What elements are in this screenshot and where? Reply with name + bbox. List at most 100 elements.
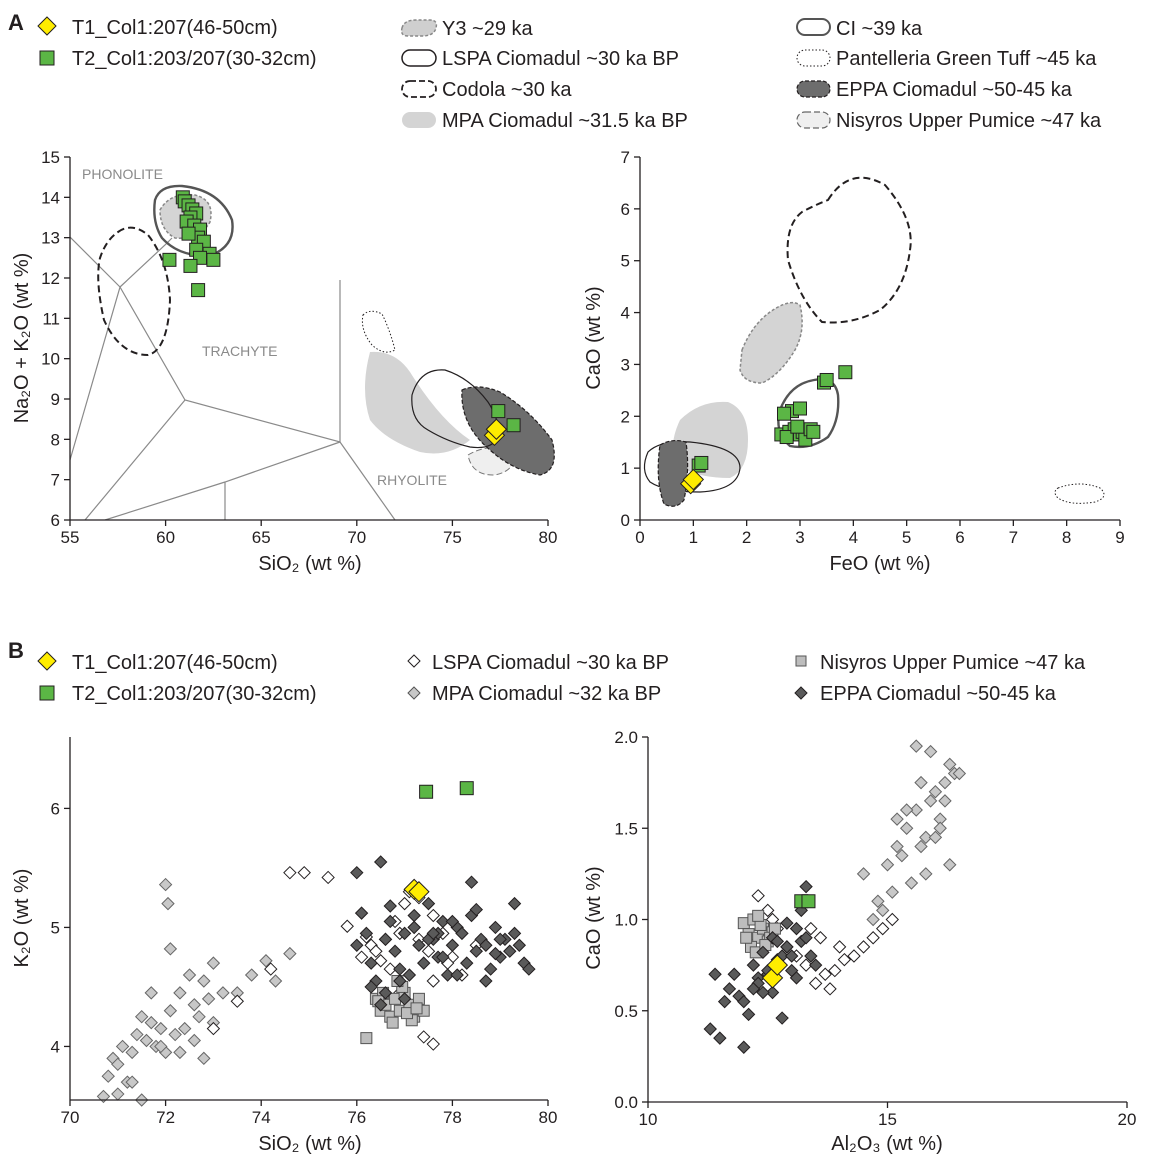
point-eppa (388, 944, 402, 958)
point-eppa (350, 865, 364, 880)
point-eppa (483, 962, 498, 976)
y-axis-label: CaO (wt %) (583, 286, 605, 389)
x-tick-label: 20 (1118, 1110, 1137, 1129)
point-t2 (790, 419, 805, 434)
point-lspa (397, 896, 412, 911)
point-eppa (799, 879, 813, 894)
point-eppa (808, 958, 823, 972)
point-eppa (464, 875, 479, 889)
point-eppa (746, 982, 761, 996)
x-tick-label: 7 (1009, 528, 1018, 547)
x-tick-label: 74 (252, 1108, 271, 1127)
y-axis-label: K₂O (wt %) (11, 869, 33, 968)
y-tick-label: 13 (41, 229, 60, 248)
y-tick-label: 9 (51, 390, 60, 409)
y-tick-label: 7 (51, 471, 60, 490)
x-tick-label: 2 (742, 528, 751, 547)
point-eppa (780, 916, 794, 930)
x-axis-label: FeO (wt %) (829, 553, 930, 575)
x-tick-label: 76 (347, 1108, 366, 1127)
y-tick-label: 5 (51, 918, 60, 937)
y-tick-label: 2.0 (614, 728, 638, 747)
point-mpa (154, 1021, 168, 1036)
legend-b-nup-label: Nisyros Upper Pumice ~47 ka (820, 652, 1086, 674)
legend-b-mpa-marker (407, 686, 421, 700)
point-mpa (943, 757, 957, 772)
point-mpa (919, 830, 933, 845)
x-tick-label: 5 (902, 528, 911, 547)
point-mpa (130, 1027, 144, 1042)
legend-nup-label: Nisyros Upper Pumice ~47 ka (836, 110, 1102, 132)
point-mpa (206, 956, 221, 970)
point-lspa (856, 940, 871, 954)
point-mpa (904, 876, 919, 890)
point-eppa (488, 946, 503, 961)
point-eppa (469, 902, 484, 917)
point-mpa (173, 1045, 187, 1060)
x-tick-label: 6 (955, 528, 964, 547)
point-eppa (373, 998, 388, 1012)
legend-codola-swatch (401, 80, 437, 98)
point-mpa (866, 912, 880, 927)
point-mpa (268, 974, 283, 988)
point-lspa (340, 919, 354, 933)
point-eppa (354, 906, 369, 920)
point-t2 (419, 784, 434, 799)
point-lspa (426, 1037, 440, 1051)
point-lspa (297, 865, 311, 880)
point-eppa (359, 926, 374, 941)
point-mpa (168, 1027, 182, 1042)
point-eppa (804, 949, 818, 963)
point-mpa (933, 821, 947, 835)
point-mpa (923, 794, 938, 808)
point-mpa (187, 1033, 201, 1048)
point-eppa (717, 994, 732, 1009)
x-tick-label: 8 (1062, 528, 1071, 547)
point-mpa (154, 1039, 168, 1054)
y-axis-label: CaO (wt %) (583, 866, 605, 969)
point-eppa (440, 968, 455, 982)
legend-y3-swatch (400, 19, 438, 37)
point-eppa (784, 949, 799, 963)
point-lspa (264, 962, 278, 976)
legend-b-eppa-label: EPPA Ciomadul ~50-45 ka (820, 683, 1057, 705)
k2o-sio2-points (96, 781, 536, 1107)
point-mpa (125, 1075, 139, 1089)
legend-t1-marker (37, 16, 57, 36)
point-mpa (923, 744, 938, 759)
legend-b-t2-marker (39, 685, 55, 701)
field-ci (153, 184, 234, 257)
point-mpa (163, 1004, 178, 1018)
legend-b-t2-label: T2_Col1:203/207(30-32cm) (72, 683, 317, 705)
plot-cao-al2o3: 10 15 20 0.0 0.5 1.0 1.5 2.0 Al₂O₃ (wt %) CaO (wt… (583, 728, 1136, 1155)
legend-b-eppa-marker (794, 686, 808, 700)
plot-k2o-sio2: 70 72 74 76 78 80 4 5 6 SiO₂ (wt %) K₂O (wt %) (11, 737, 557, 1155)
point-nisyros (386, 1016, 399, 1029)
point-mpa (914, 775, 928, 790)
point-lspa (421, 944, 436, 958)
x-tick-label: 65 (252, 528, 271, 547)
point-t2 (491, 404, 506, 419)
point-mpa (909, 739, 923, 753)
point-eppa (407, 908, 421, 923)
field-label-rhyolite: RHYOLITE (377, 472, 447, 488)
point-mpa (943, 858, 957, 872)
point-t1 (408, 881, 430, 903)
point-lspa (885, 912, 899, 927)
point-mpa (938, 794, 952, 808)
point-lspa (283, 865, 297, 880)
y-tick-label: 6 (51, 799, 60, 818)
field-label-trachyte: TRACHYTE (202, 343, 277, 359)
point-mpa (134, 1009, 149, 1024)
point-lspa (761, 903, 775, 918)
plot-cao-feo: 0 1 2 3 4 5 6 7 8 9 0 1 2 3 4 5 6 7 FeO (wt %) CaO (wt %) (583, 148, 1125, 575)
x-tick-label: 80 (539, 528, 558, 547)
point-t2 (162, 252, 177, 267)
y-tick-label: 10 (41, 350, 60, 369)
legend-b-lspa-marker (407, 654, 421, 668)
point-eppa (708, 967, 722, 981)
point-t2 (459, 781, 474, 796)
point-eppa (703, 1022, 717, 1036)
point-eppa (503, 944, 517, 958)
